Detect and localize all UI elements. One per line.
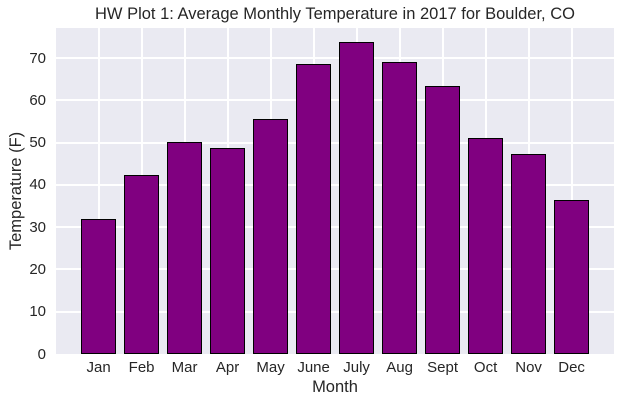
bar-june	[296, 63, 332, 354]
horizontal-gridline	[56, 141, 614, 144]
y-tick-label: 70	[29, 49, 46, 67]
bar-mar	[167, 142, 203, 354]
y-tick-label: 0	[37, 345, 46, 363]
bar-nov	[511, 154, 547, 354]
horizontal-gridline	[56, 183, 614, 186]
horizontal-gridline	[56, 57, 614, 60]
x-tick-label: June	[297, 359, 330, 376]
plot-area	[56, 28, 614, 354]
x-tick-label: May	[256, 359, 285, 376]
bar-dec	[554, 199, 590, 354]
vertical-gridline	[97, 28, 100, 354]
bar-oct	[468, 137, 504, 354]
horizontal-gridline	[56, 99, 614, 102]
horizontal-gridline	[56, 268, 614, 271]
x-tick-label: Nov	[515, 359, 542, 376]
x-tick-label: Oct	[473, 359, 498, 376]
bar-may	[253, 118, 289, 354]
x-tick-label: Aug	[386, 359, 413, 376]
y-tick-label: 20	[29, 260, 46, 278]
x-tick-label: Jan	[86, 359, 111, 376]
x-tick-label: Sept	[427, 359, 459, 376]
bar-sept	[425, 85, 461, 354]
x-axis-label: Month	[312, 378, 358, 396]
bar-aug	[382, 62, 418, 354]
bar-july	[339, 41, 375, 354]
chart-title: HW Plot 1: Average Monthly Temperature i…	[95, 5, 575, 23]
y-tick-label: 50	[29, 134, 46, 152]
horizontal-gridline	[56, 226, 614, 229]
horizontal-gridline	[56, 310, 614, 313]
x-tick-label: Mar	[171, 359, 198, 376]
bar-apr	[210, 148, 246, 354]
bar-feb	[124, 174, 160, 354]
vertical-gridline	[570, 28, 573, 354]
y-tick-label: 60	[29, 91, 46, 109]
bar-jan	[81, 218, 117, 354]
x-tick-label: Feb	[128, 359, 155, 376]
y-tick-label: 40	[29, 176, 46, 194]
y-tick-label: 30	[29, 218, 46, 236]
x-tick-label: July	[343, 359, 370, 376]
y-tick-label: 10	[29, 303, 46, 321]
x-tick-label: Dec	[558, 359, 585, 376]
x-tick-label: Apr	[215, 359, 240, 376]
